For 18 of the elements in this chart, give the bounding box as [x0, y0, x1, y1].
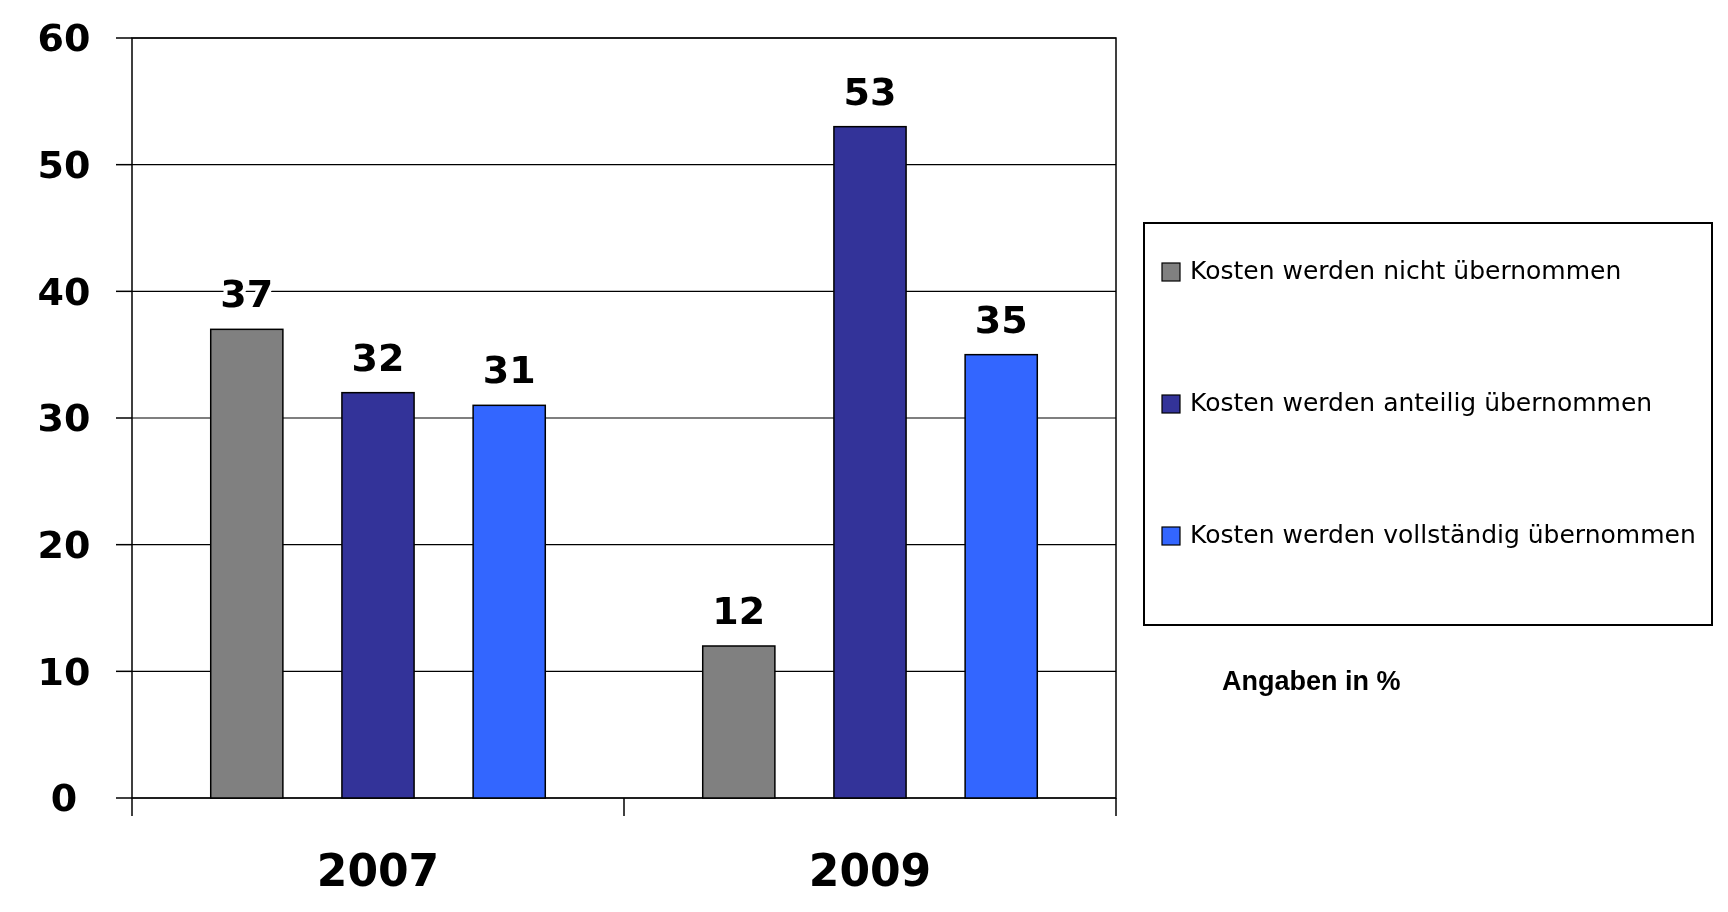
y-tick-label: 40 — [37, 269, 91, 314]
x-tick-label: 2007 — [316, 845, 440, 896]
legend-label: Kosten werden nicht übernommen — [1190, 256, 1622, 285]
text: Angaben in % — [1222, 666, 1401, 696]
y-tick-label: 50 — [37, 142, 91, 187]
x-tick-label: 2009 — [808, 845, 932, 896]
legend-label: Kosten werden vollständig übernommen — [1190, 520, 1696, 549]
data-label: 32 — [351, 335, 405, 380]
legend-label: Kosten werden anteilig übernommen — [1190, 388, 1653, 417]
y-tick-label: 10 — [37, 649, 91, 694]
y-tick-label: 0 — [50, 776, 78, 821]
data-label: 53 — [843, 69, 897, 114]
y-tick-label: 20 — [37, 522, 91, 567]
y-tick-label: 30 — [37, 396, 91, 441]
data-label: 12 — [712, 589, 766, 633]
y-tick-label: 60 — [37, 16, 91, 61]
data-label: 31 — [482, 348, 536, 393]
data-label: 35 — [974, 297, 1028, 342]
